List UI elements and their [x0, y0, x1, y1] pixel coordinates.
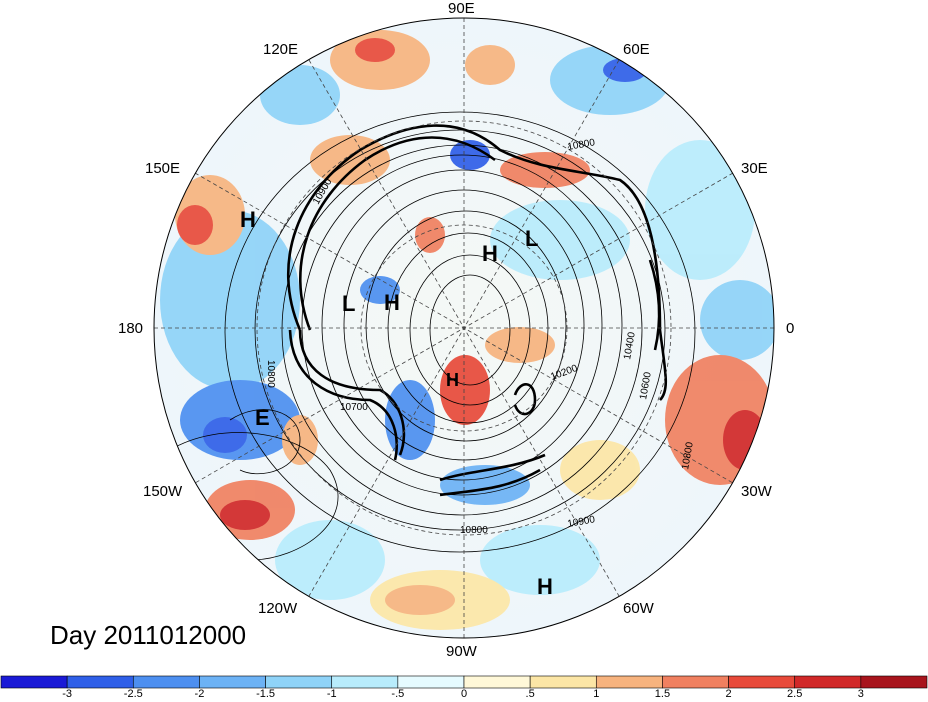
colorbar-swatch — [463, 675, 531, 689]
contour-label: 10400 — [622, 331, 638, 361]
map-border — [153, 17, 775, 639]
lon-label-30w: 30W — [741, 483, 772, 500]
lon-label-120e: 120E — [263, 41, 299, 58]
pressure-center-label: H — [384, 290, 400, 315]
colorbar-tick-label: 3 — [857, 688, 864, 700]
colorbar — [0, 675, 928, 689]
lon-label-60e: 60E — [623, 41, 650, 58]
pressure-center-label: H — [446, 370, 459, 390]
lon-label-90w: 90W — [446, 643, 477, 660]
date-title: Day 2011012000 — [50, 620, 247, 650]
lon-label-150e: 150E — [145, 160, 181, 177]
lon-label-90e: 90E — [448, 0, 475, 17]
contour-label: 10800 — [265, 360, 276, 388]
colorbar-tick-label: -.5 — [391, 688, 405, 700]
colorbar-swatch — [397, 675, 465, 689]
pressure-center-label: L — [342, 291, 356, 316]
colorbar-tick-label: 2.5 — [787, 688, 803, 700]
pressure-center-label: H — [537, 574, 553, 599]
lon-label-30e: 30E — [741, 160, 768, 177]
colorbar-swatch — [199, 675, 266, 689]
colorbar-tick-label: -1.5 — [256, 688, 276, 700]
colorbar-tick-label: -3 — [62, 688, 73, 700]
contour-label: 10900 — [567, 514, 597, 530]
colorbar-tick-label: 1 — [593, 688, 600, 700]
jet-contours — [286, 124, 668, 497]
colorbar-swatch — [132, 675, 200, 689]
colorbar-swatch — [0, 675, 68, 689]
colorbar-swatch — [529, 675, 597, 689]
colorbar-swatch — [331, 675, 399, 689]
graticule — [154, 18, 774, 638]
pressure-center-label: E — [255, 405, 270, 430]
lon-label-150w: 150W — [143, 483, 183, 500]
lon-label-120w: 120W — [258, 600, 298, 617]
pressure-center-label: L — [525, 226, 539, 251]
colorbar-tick-label: .5 — [525, 688, 535, 700]
colorbar-swatch — [860, 675, 928, 689]
colorbar-tick-label: 2 — [725, 688, 732, 700]
contour-label: 10800 — [460, 525, 488, 536]
colorbar-tick-label: 1.5 — [654, 688, 671, 700]
contour-label: 10800 — [567, 137, 597, 153]
pressure-center-label: H — [482, 241, 498, 266]
contour-label: 10700 — [340, 402, 368, 413]
anomaly-shading — [160, 30, 774, 630]
colorbar-swatch — [662, 675, 729, 689]
colorbar-swatch — [265, 675, 333, 689]
lon-label-60w: 60W — [623, 600, 654, 617]
colorbar-swatch — [728, 675, 796, 689]
colorbar-tick-label: 0 — [460, 688, 468, 700]
lon-label-180: 180 — [118, 320, 144, 337]
contour-label: 10800 — [680, 441, 696, 471]
colorbar-swatch — [794, 675, 862, 689]
lon-label-0: 0 — [786, 320, 795, 337]
colorbar-tick-label: -2.5 — [123, 688, 143, 700]
colorbar-tick-label: -2 — [194, 688, 205, 700]
contour-label: 10600 — [638, 371, 654, 401]
pressure-center-label: H — [240, 207, 256, 232]
colorbar-swatch — [595, 675, 663, 689]
colorbar-tick-label: -1 — [326, 688, 337, 700]
colorbar-swatch — [66, 675, 134, 689]
